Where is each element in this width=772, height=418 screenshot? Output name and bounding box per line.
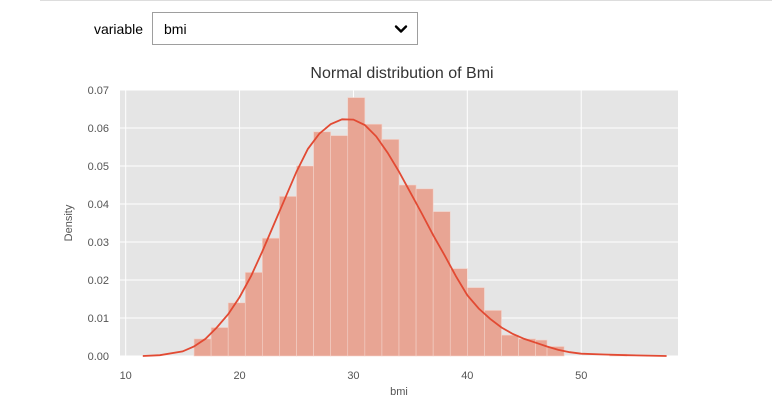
y-tick-label: 0.00 <box>88 351 109 363</box>
y-tick-label: 0.02 <box>88 275 109 287</box>
histogram-bars <box>193 97 628 357</box>
histogram-bar <box>262 237 280 357</box>
histogram-bar <box>415 188 434 357</box>
histogram-bar <box>244 272 263 357</box>
variable-widget: variable bmi <box>40 12 418 45</box>
histogram-bar <box>381 139 400 357</box>
histogram-bar <box>501 334 519 357</box>
y-tick-label: 0.07 <box>88 85 109 97</box>
output-top-border <box>40 0 772 1</box>
y-tick-label: 0.06 <box>88 123 109 135</box>
histogram-bar <box>279 196 297 357</box>
chevron-down-icon[interactable] <box>393 21 409 37</box>
y-axis-ticks: 0.00 0.01 0.02 0.03 0.04 0.05 0.06 0.07 <box>88 85 109 363</box>
x-tick-label: 20 <box>233 370 245 382</box>
histogram-bar <box>313 131 331 357</box>
kde-curve <box>142 118 667 357</box>
x-tick-label: 30 <box>347 370 359 382</box>
histogram-bar <box>364 123 383 357</box>
y-tick-label: 0.01 <box>88 313 109 325</box>
y-tick-label: 0.03 <box>88 237 109 249</box>
x-tick-label: 40 <box>461 370 473 382</box>
x-axis-label: bmi <box>390 386 408 398</box>
histogram-bar <box>330 135 349 357</box>
x-axis-ticks: 10 20 30 40 50 <box>120 370 588 382</box>
histogram-bar <box>296 165 314 357</box>
y-tick-label: 0.04 <box>88 199 109 211</box>
histogram-bar <box>398 184 417 357</box>
variable-label: variable <box>93 20 143 37</box>
x-tick-label: 50 <box>575 370 587 382</box>
variable-dropdown-value: bmi <box>164 20 187 37</box>
variable-dropdown[interactable]: bmi <box>152 12 418 45</box>
y-axis-label: Density <box>63 204 75 241</box>
histogram-bar <box>432 211 451 357</box>
chart-title: Normal distribution of Bmi <box>310 65 493 82</box>
x-tick-label: 10 <box>120 370 132 382</box>
histogram-bar <box>484 310 502 357</box>
histogram-bar <box>347 97 366 357</box>
y-tick-label: 0.05 <box>88 161 109 173</box>
